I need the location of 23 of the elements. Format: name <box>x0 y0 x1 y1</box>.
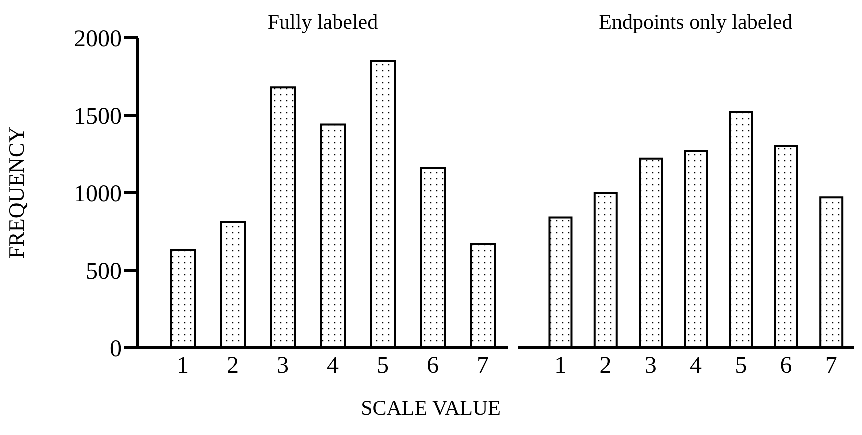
x-tick-label: 7 <box>477 353 489 380</box>
y-tick-label: 1500 <box>74 104 122 130</box>
x-tick-label: 5 <box>377 353 389 380</box>
y-axis-title: FREQUENCY <box>4 126 29 260</box>
x-tick-label: 2 <box>600 353 612 380</box>
x-tick-label: 3 <box>277 353 289 380</box>
x-tick-label: 2 <box>227 353 239 380</box>
y-tick-label: 1000 <box>74 182 122 208</box>
x-tick-label: 1 <box>177 353 189 380</box>
chart-title: Fully labeled <box>266 10 380 35</box>
x-tick-label: 1 <box>554 353 567 380</box>
x-tick-label: 7 <box>825 353 838 380</box>
x-tick-label: 3 <box>644 353 657 380</box>
x-tick-label: 4 <box>327 353 339 380</box>
x-tick-label: 4 <box>690 353 702 380</box>
x-tick-label: 5 <box>735 353 748 380</box>
y-tick-label: 500 <box>86 259 122 286</box>
x-tick-label: 6 <box>780 353 792 380</box>
x-axis-title: SCALE VALUE <box>360 396 502 421</box>
y-tick-label: 0 <box>110 336 122 363</box>
y-tick-label: 2000 <box>74 26 122 53</box>
chart-title: Endpoints only labeled <box>598 10 794 35</box>
x-tick-label: 6 <box>427 353 439 380</box>
